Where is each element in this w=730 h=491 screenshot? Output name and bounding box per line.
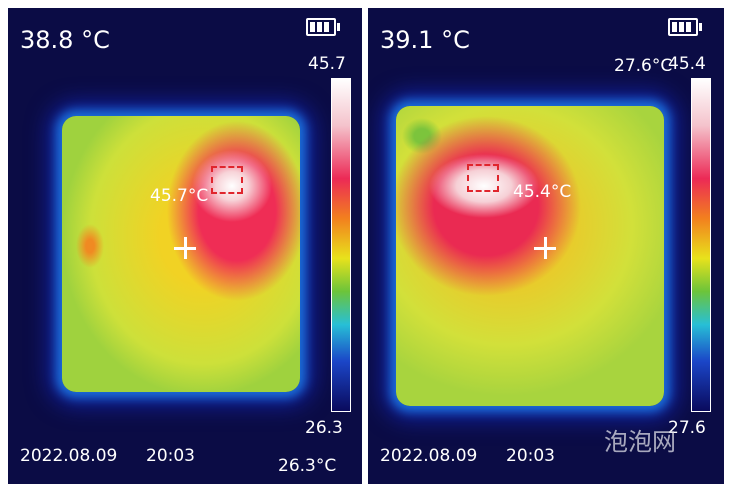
battery	[306, 18, 340, 36]
date: 2022.08.09	[20, 446, 118, 466]
scale-min: 27.6	[668, 418, 706, 438]
scale-max: 45.7	[308, 54, 346, 74]
thermal-panel: 39.1 °C 27.6°C 45.4 27.6 45.4°C 2022.08.…	[368, 8, 724, 484]
battery	[668, 18, 702, 36]
time: 20:03	[506, 446, 555, 466]
scale-max: 45.4	[668, 54, 706, 74]
object	[62, 116, 300, 392]
date: 2022.08.09	[380, 446, 478, 466]
color-scale	[691, 78, 711, 412]
color-scale	[331, 78, 351, 412]
scale-min: 26.3	[305, 418, 343, 438]
min-spot-temp: 26.3°C	[278, 456, 337, 476]
watermark: 泡泡网	[604, 428, 676, 456]
object	[396, 106, 664, 406]
hotspot-marker	[467, 164, 499, 192]
crosshair	[534, 237, 556, 259]
hotspot-temp: 45.7°C	[150, 186, 209, 206]
center-temp: 38.8 °C	[20, 26, 110, 54]
min-spot-temp: 27.6°C	[614, 56, 673, 76]
time: 20:03	[146, 446, 195, 466]
center-temp: 39.1 °C	[380, 26, 470, 54]
crosshair	[174, 237, 196, 259]
hotspot-marker	[211, 166, 243, 194]
thermal-panel: 38.8 °C 45.7 26.3 45.7°C 2022.08.09 20:0…	[8, 8, 362, 484]
hotspot-temp: 45.4°C	[513, 182, 572, 202]
